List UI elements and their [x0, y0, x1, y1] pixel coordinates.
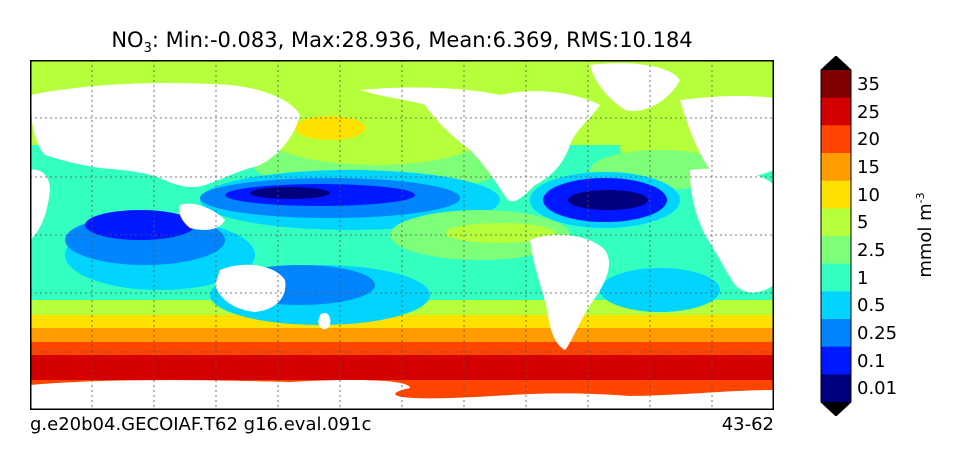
colorbar-outline — [820, 56, 852, 416]
map-border — [30, 60, 774, 410]
colorbar-swatch — [821, 291, 851, 320]
colorbar-tick-label: 5 — [857, 212, 869, 234]
land-maritime-se-asia — [179, 203, 225, 230]
colorbar-tick-label: 0.5 — [857, 295, 886, 317]
colorbar — [820, 56, 852, 416]
units-exponent: -3 — [914, 192, 927, 204]
colorbar-swatch — [821, 346, 851, 375]
na-gyre-core — [568, 190, 648, 210]
colorbar-swatch — [821, 236, 851, 265]
colorbar-tick-label: 1 — [857, 267, 869, 289]
land-greenland — [590, 63, 680, 111]
colorbar-tick-label: 10 — [857, 184, 880, 206]
colorbar-tick-label: 20 — [857, 129, 880, 151]
title-stats: : Min:-0.083, Max:28.936, Mean:6.369, RM… — [151, 28, 693, 52]
land-new-zealand — [318, 313, 331, 330]
colorbar-tick-label: 0.01 — [857, 378, 898, 400]
units-label: mmol m-3 — [914, 192, 936, 277]
land-south-america — [530, 234, 610, 350]
world-map — [30, 60, 774, 410]
north-pacific-yellow — [295, 116, 365, 140]
land-africa — [30, 168, 774, 293]
colorbar-swatch — [821, 208, 851, 237]
title-species: NO — [111, 28, 144, 52]
colorbar-tick-label: 0.25 — [857, 322, 898, 344]
plot-title: NO3: Min:-0.083, Max:28.936, Mean:6.369,… — [30, 28, 774, 56]
title-subscript: 3 — [143, 41, 152, 57]
colorbar-tick-label: 25 — [857, 101, 880, 123]
eq-pacific-lime — [445, 223, 555, 243]
years-label: 43-62 — [721, 414, 774, 435]
colorbar-swatch — [821, 70, 851, 99]
colorbar-swatch — [821, 263, 851, 292]
np-gyre-core — [250, 187, 330, 199]
case-label: g.e20b04.GECOIAF.T62 g16.eval.091c — [30, 414, 372, 435]
land-antarctica — [30, 380, 774, 410]
colorbar-tick-label: 0.1 — [857, 350, 886, 372]
colorbar-tick-label: 15 — [857, 156, 880, 178]
colorbar-extend-top — [821, 56, 851, 70]
colorbar-swatch — [821, 374, 851, 403]
colorbar-swatch — [821, 153, 851, 182]
south-band-redorange — [30, 342, 774, 356]
graticule — [30, 60, 774, 410]
colorbar-tick-label: 2.5 — [857, 239, 886, 261]
land-australia — [215, 264, 286, 312]
indian-deep — [85, 210, 195, 240]
colorbar-extend-bottom — [821, 402, 851, 416]
sa-gyre-cyan — [600, 268, 720, 312]
colorbar-swatch — [821, 97, 851, 126]
colorbar-swatch — [821, 180, 851, 209]
colorbar-swatch — [821, 125, 851, 154]
colorbar-swatch — [821, 319, 851, 348]
units-base: mmol m — [915, 203, 936, 278]
land-north-america — [360, 87, 600, 202]
colorbar-tick-label: 35 — [857, 73, 880, 95]
